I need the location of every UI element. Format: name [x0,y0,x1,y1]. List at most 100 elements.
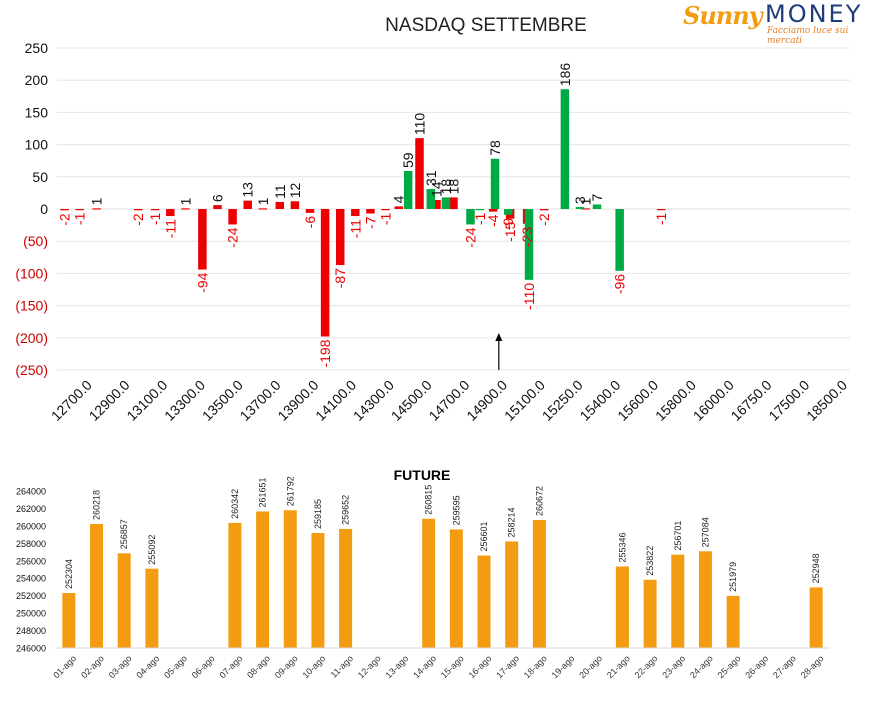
logo-money-text: MONEY [765,0,863,28]
x-tick-label: 15600.0 [614,377,661,424]
x-tick-label: 15-ago [439,653,466,680]
y-tick-label: (50) [23,233,48,249]
data-label: 260672 [534,486,544,516]
x-tick-label: 01-ago [51,653,78,680]
bar [60,209,69,211]
bar [698,551,712,648]
data-label: -23 [519,227,535,247]
data-label: 13 [240,182,256,198]
bar [656,209,666,211]
bar [615,566,629,648]
y-axis: 250 200 150 100 50 0 (50) (100) (150) (200) (250) [15,40,48,378]
bar [181,208,190,210]
bar [150,209,160,211]
data-label: -2 [536,213,552,226]
y-tick-label: 0 [40,201,48,217]
y-tick-label: 258000 [16,539,46,549]
x-tick-label: 28-ago [799,653,826,680]
data-label: 6 [209,194,225,202]
data-label: -24 [462,227,478,247]
data-label: 1 [177,197,193,205]
data-label: 59 [400,152,416,168]
x-tick-label: 12700.0 [48,377,95,424]
data-label: -4 [485,214,501,227]
data-label: -110 [521,283,537,310]
data-label: -1 [72,212,88,225]
bar [90,523,104,648]
bar [403,171,413,209]
bars [60,89,666,337]
y-tick-label: 246000 [16,644,46,654]
x-tick-label: 23-ago [660,653,687,680]
x-tick-label: 14300.0 [350,377,397,424]
bar [581,208,590,210]
bar [275,201,285,209]
data-labels: 252304 260218 256857 255092 260342 261651 2617… [64,476,821,592]
bar [305,209,315,213]
y-tick-label: 248000 [16,626,46,636]
x-tick-label: 08-ago [245,653,272,680]
bar [198,209,207,270]
x-tick-label: 03-ago [107,653,134,680]
bar [335,209,345,266]
data-label: -1 [147,212,163,225]
y-tick-label: 250000 [16,609,46,619]
data-label: 186 [557,63,573,87]
bar [449,197,458,209]
y-tick-label: (250) [15,362,48,378]
x-tick-label: 09-ago [273,653,300,680]
bar [228,522,242,648]
x-tick-label: 16-ago [467,653,494,680]
data-label: 259652 [341,495,351,525]
x-tick-label: 13100.0 [123,377,170,424]
data-label: 256601 [479,521,489,551]
bar [290,201,300,209]
y-tick-label: 100 [25,137,49,153]
data-label: -7 [362,216,378,229]
x-tick-label: 18500.0 [803,377,850,424]
x-axis: 12700.012900.013100.013300.013500.013700… [48,377,850,424]
arrow-head [495,333,503,341]
bar [117,553,131,648]
data-label: 258214 [507,507,517,537]
bar [381,209,390,211]
data-label: 18 [438,179,454,195]
bar [505,541,519,648]
x-tick-label: 12-ago [356,653,383,680]
y-tick-label: 200 [25,72,49,88]
bar [477,555,491,648]
x-tick-label: 15250.0 [539,377,586,424]
data-label: -1 [378,212,394,225]
bar [415,138,424,209]
data-label: -198 [317,339,333,367]
x-tick-label: 24-ago [688,653,715,680]
y-tick-label: 254000 [16,574,46,584]
bar [592,204,602,209]
x-tick-label: 26-ago [743,653,770,680]
data-label: -96 [612,274,628,294]
bar [560,89,570,209]
bar [504,209,513,215]
x-tick-label: 10-ago [300,653,327,680]
data-label: -9 [500,218,516,231]
x-tick-label: 15100.0 [501,377,548,424]
data-label: 14 [429,181,445,197]
data-label: 253822 [645,546,655,576]
y-axis: 264000 262000 260000 258000 256000 254000 2520… [16,487,46,654]
data-label: -11 [162,219,178,238]
data-label: 251979 [728,562,738,592]
data-label: -2 [130,213,146,226]
bar [92,208,101,210]
bar [166,209,175,217]
bar [133,209,143,211]
bar [532,520,546,648]
bar [145,568,159,648]
x-tick-label: 13500.0 [199,377,246,424]
data-label: 259185 [313,499,323,529]
data-label: 3 [572,196,588,204]
bar [575,207,585,209]
bar [475,209,485,211]
bar [422,518,436,648]
